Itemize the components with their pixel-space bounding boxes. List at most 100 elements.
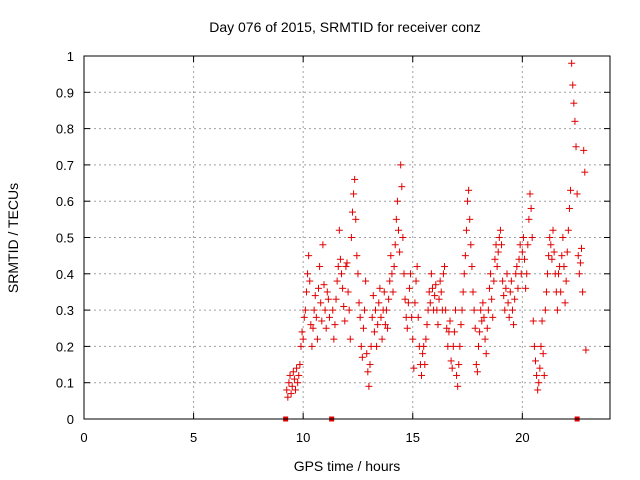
data-point — [310, 306, 318, 314]
data-point — [401, 295, 409, 303]
data-point — [359, 324, 367, 332]
data-point — [423, 321, 431, 329]
data-point — [493, 263, 501, 271]
data-point — [540, 371, 548, 379]
data-point — [451, 306, 459, 314]
data-point — [400, 270, 408, 278]
data-point — [403, 324, 411, 332]
data-point — [468, 263, 476, 271]
data-point — [335, 226, 343, 234]
data-point — [575, 270, 583, 278]
data-point — [538, 317, 546, 325]
data-point — [414, 313, 422, 321]
data-point — [425, 288, 433, 296]
data-point — [384, 324, 392, 332]
data-point — [458, 306, 466, 314]
data-point — [332, 295, 340, 303]
x-tick-label: 20 — [515, 430, 529, 445]
data-point — [471, 324, 479, 332]
data-point — [322, 324, 330, 332]
data-point — [476, 328, 484, 336]
data-point — [464, 197, 472, 205]
y-axis-title: SRMTID / TECUs — [5, 183, 21, 293]
x-tick-label: 0 — [80, 430, 87, 445]
data-point — [578, 244, 586, 252]
data-point — [434, 321, 442, 329]
data-point — [500, 292, 508, 300]
data-point — [511, 295, 519, 303]
data-point — [347, 234, 355, 241]
data-point — [388, 270, 396, 278]
data-point — [362, 277, 370, 285]
data-point — [293, 364, 301, 372]
data-point — [513, 263, 521, 271]
data-point — [505, 313, 513, 321]
data-point — [299, 335, 307, 343]
data-point — [446, 317, 454, 325]
data-point — [477, 306, 485, 314]
data-point — [481, 335, 489, 343]
data-point — [498, 241, 506, 249]
data-point — [439, 270, 447, 278]
data-point — [316, 263, 324, 271]
data-point — [315, 284, 323, 292]
data-point — [574, 252, 582, 260]
data-point — [436, 277, 444, 285]
x-tick-label: 15 — [406, 430, 420, 445]
y-tick-label: 0.8 — [56, 122, 74, 137]
y-tick-label: 0.6 — [56, 194, 74, 209]
data-point — [378, 335, 386, 343]
data-point — [361, 306, 369, 314]
data-point — [455, 361, 463, 369]
data-point — [305, 252, 313, 260]
data-point — [312, 313, 320, 321]
data-point — [453, 371, 461, 379]
data-point — [499, 277, 507, 285]
data-point — [376, 284, 384, 292]
data-point — [501, 306, 509, 314]
data-point — [518, 248, 526, 256]
data-point — [289, 368, 297, 376]
data-point — [441, 263, 449, 271]
data-point — [496, 226, 504, 234]
x-tick-label: 10 — [296, 430, 310, 445]
data-point — [380, 288, 388, 296]
data-point — [563, 248, 571, 256]
data-point — [559, 234, 567, 241]
data-point — [485, 284, 493, 292]
data-point — [557, 288, 565, 296]
data-point — [409, 335, 417, 343]
data-point — [542, 288, 550, 296]
data-point — [304, 270, 312, 278]
data-point — [285, 379, 293, 387]
data-point — [534, 386, 542, 394]
data-point — [369, 292, 377, 300]
data-point — [507, 277, 515, 285]
data-point — [355, 299, 363, 307]
data-point — [470, 306, 478, 314]
data-point — [324, 295, 332, 303]
data-points — [283, 59, 590, 401]
data-point — [392, 215, 400, 223]
data-point — [491, 255, 499, 263]
data-point — [329, 306, 337, 314]
data-point — [366, 361, 374, 369]
data-point — [313, 335, 321, 343]
data-point — [386, 277, 394, 285]
data-point — [371, 306, 379, 314]
data-point — [341, 317, 349, 325]
data-point — [562, 277, 570, 285]
data-point — [473, 368, 481, 376]
data-point — [573, 190, 581, 198]
data-point — [508, 306, 516, 314]
data-point — [374, 321, 382, 329]
data-point — [306, 277, 314, 285]
data-point — [397, 161, 405, 169]
data-point — [545, 252, 553, 260]
data-point — [382, 306, 390, 314]
data-point — [307, 321, 315, 329]
data-point — [323, 288, 331, 296]
data-point — [487, 270, 495, 278]
data-point — [368, 313, 376, 321]
